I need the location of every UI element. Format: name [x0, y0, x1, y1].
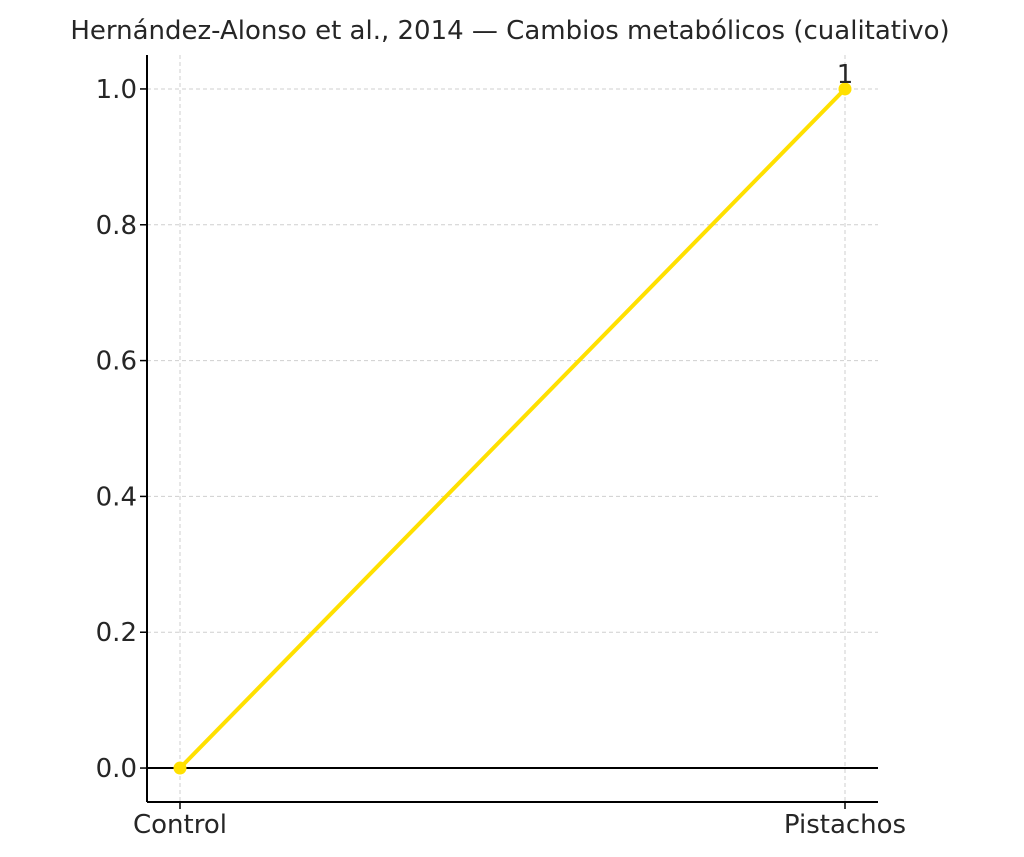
- y-tick-label: 1.0: [96, 75, 137, 105]
- grid: [147, 55, 878, 802]
- data-point: [173, 761, 187, 775]
- y-tick-label: 0.4: [96, 482, 137, 512]
- y-tick-label: 0.0: [96, 754, 137, 784]
- x-tick-label: Pistachos: [784, 810, 906, 840]
- x-tick-label: Control: [133, 810, 227, 840]
- y-tick-label: 0.2: [96, 618, 137, 648]
- chart-title: Hernández-Alonso et al., 2014 — Cambios …: [70, 16, 949, 46]
- y-tick-label: 0.6: [96, 347, 137, 377]
- tick-labels: 0.0 0.2 0.4 0.6 0.8 1.0 Control Pistachos: [96, 75, 906, 840]
- series: [173, 82, 852, 775]
- data-label: 1: [837, 60, 854, 90]
- data-labels: 1: [837, 60, 854, 90]
- y-tick-label: 0.8: [96, 211, 137, 241]
- axes: [140, 55, 878, 809]
- series-line: [178, 87, 847, 770]
- data-point: [838, 82, 852, 96]
